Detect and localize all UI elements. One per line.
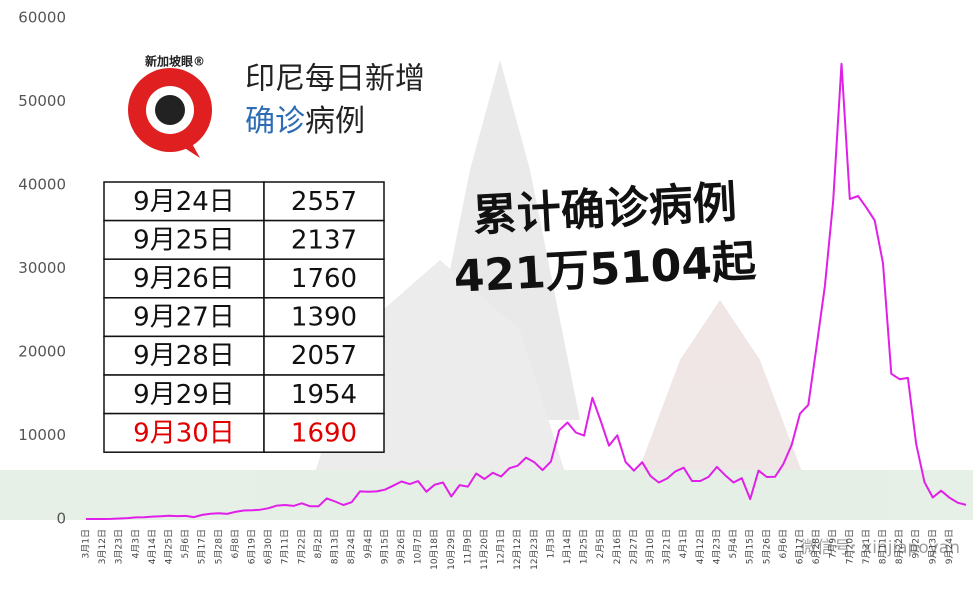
x-tick-label: 2月5日 xyxy=(595,529,606,558)
x-tick-label: 9月2日 xyxy=(911,529,922,558)
table-text: 1760 xyxy=(291,264,357,294)
table-cell xyxy=(103,297,265,338)
x-tick-label: 6月8日 xyxy=(230,529,241,558)
y-tick-label: 10000 xyxy=(18,426,66,444)
x-tick-label: 12月12日 xyxy=(512,529,523,570)
y-tick-label: 40000 xyxy=(18,176,66,194)
x-tick-label: 9月24日 xyxy=(944,529,955,564)
x-tick-label: 3月10日 xyxy=(645,529,656,564)
x-tick-label: 5月26日 xyxy=(761,529,772,564)
x-tick-label: 6月30日 xyxy=(263,529,274,564)
x-tick-label: 3月12日 xyxy=(97,529,108,564)
watermark: 微信号: xinjiapoyan xyxy=(800,538,960,558)
x-tick-label: 6月28日 xyxy=(811,529,822,564)
x-tick-label: 3月1日 xyxy=(81,529,92,558)
table-text: 9月25日 xyxy=(133,225,235,255)
x-tick-label: 4月14日 xyxy=(147,529,158,564)
x-tick-label: 2月16日 xyxy=(612,529,623,564)
y-tick-label: 60000 xyxy=(18,9,66,27)
x-tick-label: 6月17日 xyxy=(794,529,805,564)
x-tick-label: 11月9日 xyxy=(462,529,473,564)
table-text: 1690 xyxy=(291,418,357,448)
x-tick-label: 5月28日 xyxy=(213,529,224,564)
x-tick-label: 11月20日 xyxy=(479,529,490,570)
x-tick-label: 5月17日 xyxy=(197,529,208,564)
x-tick-label: 10月18日 xyxy=(429,529,440,570)
x-tick-label: 4月3日 xyxy=(130,529,141,558)
y-tick-label: 20000 xyxy=(18,343,66,361)
table-cell xyxy=(263,219,385,260)
x-tick-label: 5月4日 xyxy=(728,529,739,558)
table-text: 9月27日 xyxy=(133,303,235,333)
title-rest: 病例 xyxy=(305,104,365,139)
table-text: 9月28日 xyxy=(133,341,235,371)
table-text: 9月26日 xyxy=(133,264,235,294)
x-tick-label: 12月23日 xyxy=(529,529,540,570)
x-tick-label: 12月1日 xyxy=(496,529,507,564)
x-tick-label: 8月22日 xyxy=(894,529,905,564)
logo-text: 新加坡眼® xyxy=(145,54,205,69)
table-text: 2057 xyxy=(291,341,357,371)
x-tick-label: 3月23日 xyxy=(114,529,125,564)
table-cell xyxy=(263,335,385,376)
background-decoration xyxy=(0,60,973,520)
x-tick-label: 5月15日 xyxy=(745,529,756,564)
x-tick-label: 1月25日 xyxy=(579,529,590,564)
x-tick-label: 9月13日 xyxy=(927,529,938,564)
logo: 新加坡眼® xyxy=(128,54,212,158)
x-tick-label: 7月31日 xyxy=(861,529,872,564)
table-cell xyxy=(103,412,265,453)
x-tick-label: 3月21日 xyxy=(662,529,673,564)
table-cell xyxy=(263,297,385,338)
x-tick-label: 8月11日 xyxy=(877,529,888,564)
table-text: 1954 xyxy=(291,380,357,410)
y-tick-label: 0 xyxy=(56,510,66,528)
x-tick-label: 2月27日 xyxy=(628,529,639,564)
table-cell xyxy=(103,374,265,415)
x-tick-label: 10月7日 xyxy=(413,529,424,564)
x-tick-label: 7月11日 xyxy=(280,529,291,564)
x-tick-label: 4月1日 xyxy=(678,529,689,558)
x-tick-label: 7月20日 xyxy=(844,529,855,564)
x-tick-label: 8月13日 xyxy=(330,529,341,564)
table-cell xyxy=(263,181,385,222)
x-tick-label: 4月25日 xyxy=(164,529,175,564)
x-tick-label: 8月24日 xyxy=(346,529,357,564)
x-tick-label: 10月29日 xyxy=(446,529,457,570)
x-tick-label: 9月26日 xyxy=(396,529,407,564)
table-text: 2557 xyxy=(291,187,357,217)
x-tick-label: 7月22日 xyxy=(296,529,307,564)
x-tick-label: 4月23日 xyxy=(711,529,722,564)
x-tick-label: 9月15日 xyxy=(379,529,390,564)
table-cell xyxy=(103,219,265,260)
x-tick-label: 4月12日 xyxy=(695,529,706,564)
data-line xyxy=(86,62,967,520)
table-text: 9月30日 xyxy=(133,418,235,448)
title-line2: 确诊病例 xyxy=(245,104,365,139)
x-tick-label: 1月14日 xyxy=(562,529,573,564)
x-tick-label: 1月3日 xyxy=(545,529,556,558)
x-tick-label: 6月6日 xyxy=(778,529,789,558)
x-tick-label: 6月19日 xyxy=(247,529,258,564)
title-line1: 印尼每日新增 xyxy=(245,62,425,97)
table-text: 9月24日 xyxy=(133,187,235,217)
x-tick-label: 9月4日 xyxy=(363,529,374,558)
table-text: 1390 xyxy=(291,303,357,333)
title-highlight: 确诊 xyxy=(245,104,305,139)
x-tick-label: 7月9日 xyxy=(828,529,839,558)
table-cell xyxy=(263,374,385,415)
table: 9月24日 2557 9月25日 2137 9月26日 1760 9月27日 1390 9月28… xyxy=(103,181,385,453)
table-cell xyxy=(263,412,385,453)
y-tick-label: 50000 xyxy=(18,92,66,110)
y-tick-label: 30000 xyxy=(18,259,66,277)
x-tick-label: 8月2日 xyxy=(313,529,324,558)
table-text: 9月29日 xyxy=(133,380,235,410)
table-cell xyxy=(103,258,265,299)
x-tick-label: 5月6日 xyxy=(180,529,191,558)
table-text: 2137 xyxy=(291,225,357,255)
